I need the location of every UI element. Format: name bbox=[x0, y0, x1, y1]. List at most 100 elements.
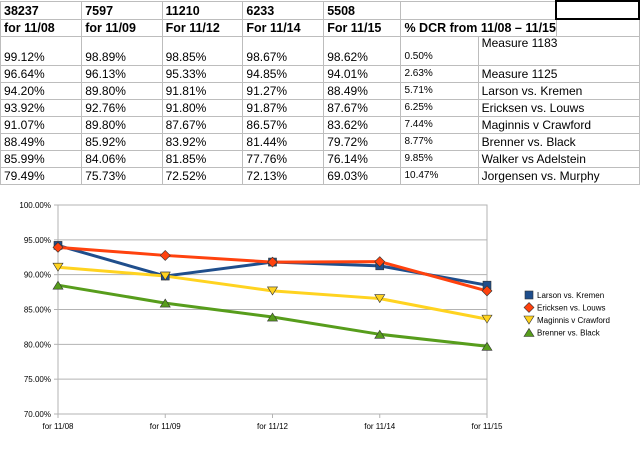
cell[interactable]: 95.33% bbox=[161, 65, 244, 83]
cell[interactable]: 91.27% bbox=[242, 82, 325, 100]
cell[interactable]: 92.76% bbox=[81, 99, 163, 117]
data-point bbox=[159, 250, 171, 261]
race-name-cell[interactable]: Maginnis v Crawford bbox=[477, 116, 640, 134]
cell[interactable]: 72.52% bbox=[161, 167, 244, 185]
cell[interactable]: 83.62% bbox=[323, 116, 402, 134]
cell[interactable]: For 11/14 bbox=[242, 18, 325, 37]
table-row: 93.92% 92.76% 91.80% 91.87% 87.67% 6.25% Erick… bbox=[0, 99, 640, 117]
cell[interactable]: 79.72% bbox=[323, 133, 402, 151]
spreadsheet-grid: 38237 7597 11210 6233 5508 for 11/08 for… bbox=[0, 0, 640, 185]
cell[interactable]: 87.67% bbox=[323, 99, 402, 117]
cell[interactable]: 72.13% bbox=[242, 167, 325, 185]
dcr-cell[interactable]: 10.47% bbox=[400, 167, 479, 185]
data-point bbox=[52, 280, 64, 290]
cell[interactable]: 75.73% bbox=[81, 167, 163, 185]
x-tick-label: for 11/12 bbox=[257, 422, 289, 431]
line-chart[interactable]: 70.00% 75.00% 80.00% 85.00% 90.00% 95.00% 100.… bbox=[0, 197, 640, 450]
data-point bbox=[52, 241, 64, 253]
race-name-cell[interactable]: Ericksen vs. Louws bbox=[477, 99, 640, 117]
race-name-cell[interactable]: Measure 1183 bbox=[477, 36, 640, 66]
legend-label: Brenner vs. Black bbox=[537, 329, 601, 338]
race-name-cell[interactable]: Brenner vs. Black bbox=[477, 133, 640, 151]
cell[interactable]: 98.89% bbox=[81, 36, 163, 66]
cell[interactable]: 94.01% bbox=[323, 65, 402, 83]
cell[interactable]: 98.62% bbox=[323, 36, 402, 66]
cell[interactable]: 94.85% bbox=[242, 65, 325, 83]
cell[interactable] bbox=[555, 18, 640, 37]
x-tick-label: for 11/08 bbox=[43, 422, 75, 431]
race-name-cell[interactable]: Larson vs. Kremen bbox=[477, 82, 640, 100]
cell[interactable]: 85.92% bbox=[81, 133, 163, 151]
y-tick-label: 90.00% bbox=[24, 271, 51, 280]
cell[interactable]: 81.44% bbox=[242, 133, 325, 151]
selected-cell[interactable] bbox=[555, 0, 640, 20]
dcr-cell[interactable]: 2.63% bbox=[400, 65, 479, 83]
cell[interactable]: 69.03% bbox=[323, 167, 402, 185]
cell[interactable]: 96.13% bbox=[81, 65, 163, 83]
cell[interactable]: For 11/15 bbox=[323, 18, 402, 37]
cell[interactable]: for 11/08 bbox=[0, 18, 83, 37]
legend-label: Maginnis v Crawford bbox=[537, 316, 610, 325]
data-point bbox=[374, 294, 386, 304]
cell[interactable]: 87.67% bbox=[161, 116, 244, 134]
cell[interactable]: 98.67% bbox=[242, 36, 325, 66]
legend-marker bbox=[523, 302, 535, 313]
cell[interactable]: 89.80% bbox=[81, 116, 163, 134]
table-row: 88.49% 85.92% 83.92% 81.44% 79.72% 8.77% Brenn… bbox=[0, 133, 640, 151]
cell[interactable]: 88.49% bbox=[323, 82, 402, 100]
y-tick-label: 95.00% bbox=[24, 236, 51, 245]
cell[interactable]: 98.85% bbox=[161, 36, 244, 66]
cell[interactable]: 7597 bbox=[81, 0, 163, 20]
cell[interactable]: 76.14% bbox=[323, 150, 402, 168]
legend-marker bbox=[524, 290, 534, 300]
cell[interactable]: 38237 bbox=[0, 0, 83, 20]
cell[interactable] bbox=[400, 0, 557, 20]
cell[interactable]: 89.80% bbox=[81, 82, 163, 100]
cell[interactable]: for 11/09 bbox=[81, 18, 163, 37]
data-point bbox=[481, 314, 493, 324]
cell[interactable]: 81.85% bbox=[161, 150, 244, 168]
data-point bbox=[481, 341, 493, 351]
dcr-cell[interactable]: 8.77% bbox=[400, 133, 479, 151]
cell[interactable]: 6233 bbox=[242, 0, 325, 20]
cell[interactable]: 94.20% bbox=[0, 82, 83, 100]
cell[interactable]: 5508 bbox=[323, 0, 402, 20]
race-name-cell[interactable]: Walker vs Adelstein bbox=[477, 150, 640, 168]
cell[interactable]: 91.80% bbox=[161, 99, 244, 117]
legend-label: Ericksen vs. Louws bbox=[537, 304, 605, 313]
cell[interactable]: 93.92% bbox=[0, 99, 83, 117]
race-name-cell[interactable]: Measure 1125 bbox=[477, 65, 640, 83]
cell[interactable]: 88.49% bbox=[0, 133, 83, 151]
dcr-cell[interactable]: 6.25% bbox=[400, 99, 479, 117]
dcr-cell[interactable]: 7.44% bbox=[400, 116, 479, 134]
cell[interactable]: 84.06% bbox=[81, 150, 163, 168]
cell[interactable]: 11210 bbox=[161, 0, 244, 20]
cell[interactable]: 91.07% bbox=[0, 116, 83, 134]
cell[interactable]: 85.99% bbox=[0, 150, 83, 168]
data-point bbox=[159, 271, 171, 281]
cell[interactable]: 96.64% bbox=[0, 65, 83, 83]
x-tick-label: for 11/09 bbox=[150, 422, 182, 431]
chart-svg: 70.00% 75.00% 80.00% 85.00% 90.00% 95.00% 100.… bbox=[19, 201, 610, 431]
cell[interactable]: 77.76% bbox=[242, 150, 325, 168]
cell[interactable]: 79.49% bbox=[0, 167, 83, 185]
cell[interactable]: 91.81% bbox=[161, 82, 244, 100]
data-point bbox=[52, 262, 64, 272]
data-point bbox=[267, 256, 278, 268]
y-tick-label: 85.00% bbox=[24, 306, 51, 315]
cell[interactable]: 83.92% bbox=[161, 133, 244, 151]
table-row: 99.12% 98.89% 98.85% 98.67% 98.62% 0.50% Measu… bbox=[0, 36, 640, 66]
y-tick-label: 100.00% bbox=[19, 201, 51, 210]
race-name-cell[interactable]: Jorgensen vs. Murphy bbox=[477, 167, 640, 185]
table-row: 85.99% 84.06% 81.85% 77.76% 76.14% 9.85% Walke… bbox=[0, 150, 640, 168]
x-tick-label: for 11/14 bbox=[364, 422, 396, 431]
dcr-cell[interactable]: 5.71% bbox=[400, 82, 479, 100]
cell[interactable]: For 11/12 bbox=[161, 18, 244, 37]
dcr-cell[interactable]: 9.85% bbox=[400, 150, 479, 168]
legend-marker bbox=[523, 315, 535, 325]
dcr-cell[interactable]: 0.50% bbox=[400, 36, 479, 66]
cell[interactable]: 99.12% bbox=[0, 36, 83, 66]
cell[interactable]: 86.57% bbox=[242, 116, 325, 134]
cell[interactable]: 91.87% bbox=[242, 99, 325, 117]
cell[interactable]: % DCR from 11/08 – 11/15 bbox=[400, 18, 557, 37]
